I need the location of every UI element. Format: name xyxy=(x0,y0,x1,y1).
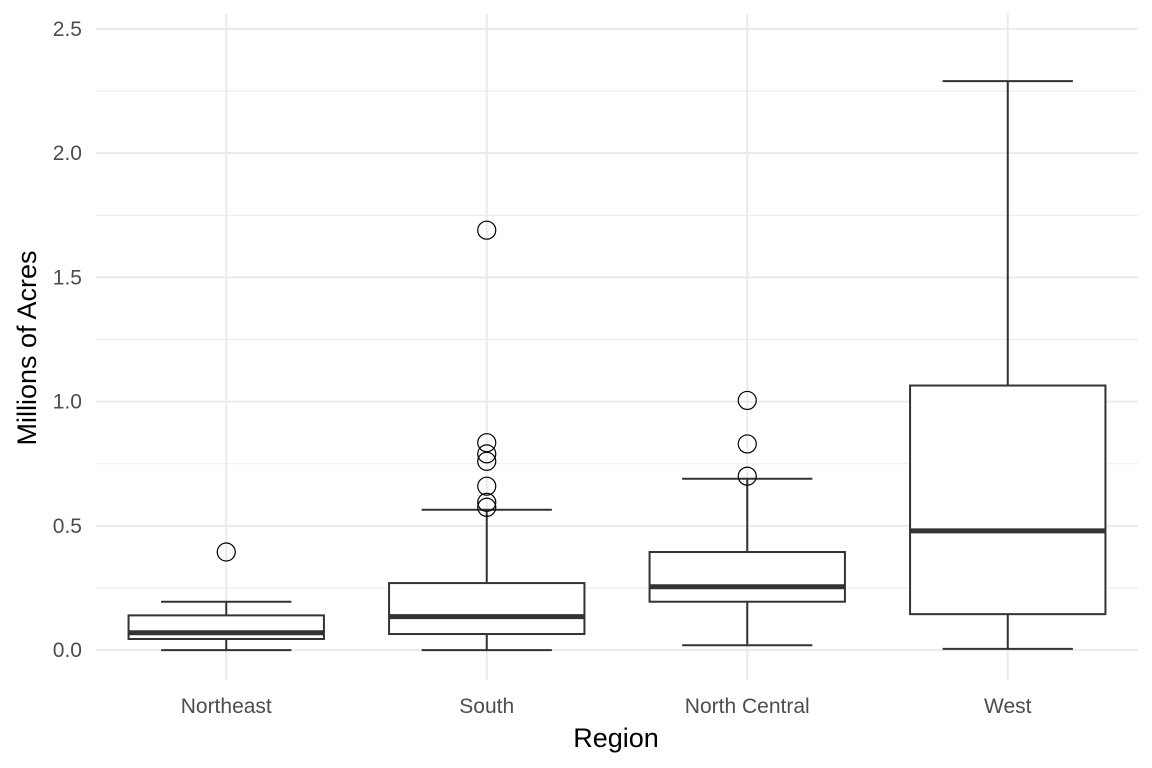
iqr-box xyxy=(388,582,586,636)
x-tick-label: West xyxy=(984,695,1032,718)
outlier-point xyxy=(477,220,497,240)
x-axis-tick-labels: Northeast South North Central West xyxy=(181,695,1032,718)
y-tick-label: 0.5 xyxy=(53,515,82,538)
outlier-point xyxy=(216,542,236,562)
outlier-point xyxy=(477,492,497,512)
outlier-point xyxy=(737,390,757,411)
box-north-central xyxy=(648,390,846,647)
iqr-box xyxy=(648,551,846,603)
outlier-point xyxy=(477,497,497,517)
outlier-point xyxy=(477,433,497,453)
x-tick-label: North Central xyxy=(685,695,810,718)
outlier-point xyxy=(477,476,497,496)
x-axis-title: Region xyxy=(573,723,659,753)
y-tick-label: 1.0 xyxy=(53,391,82,414)
y-tick-label: 2.5 xyxy=(53,18,82,41)
y-tick-label: 2.0 xyxy=(53,142,82,165)
y-tick-label: 0.0 xyxy=(53,639,82,662)
iqr-box xyxy=(127,614,325,640)
outlier-point xyxy=(737,466,757,486)
y-axis-tick-labels: 0.0 0.5 1.0 1.5 2.0 2.5 xyxy=(53,18,82,662)
outlier-point xyxy=(477,451,497,471)
x-tick-label: Northeast xyxy=(181,695,272,718)
box-northeast xyxy=(127,542,325,652)
outlier-point xyxy=(477,444,497,464)
y-axis-title: Millions of Acres xyxy=(12,250,42,445)
x-tick-label: South xyxy=(459,695,514,718)
iqr-box xyxy=(909,384,1107,616)
box-west xyxy=(909,80,1107,650)
outlier-point xyxy=(737,434,757,454)
box-south xyxy=(388,220,586,652)
y-tick-label: 1.5 xyxy=(53,266,82,289)
box-series xyxy=(127,80,1107,652)
